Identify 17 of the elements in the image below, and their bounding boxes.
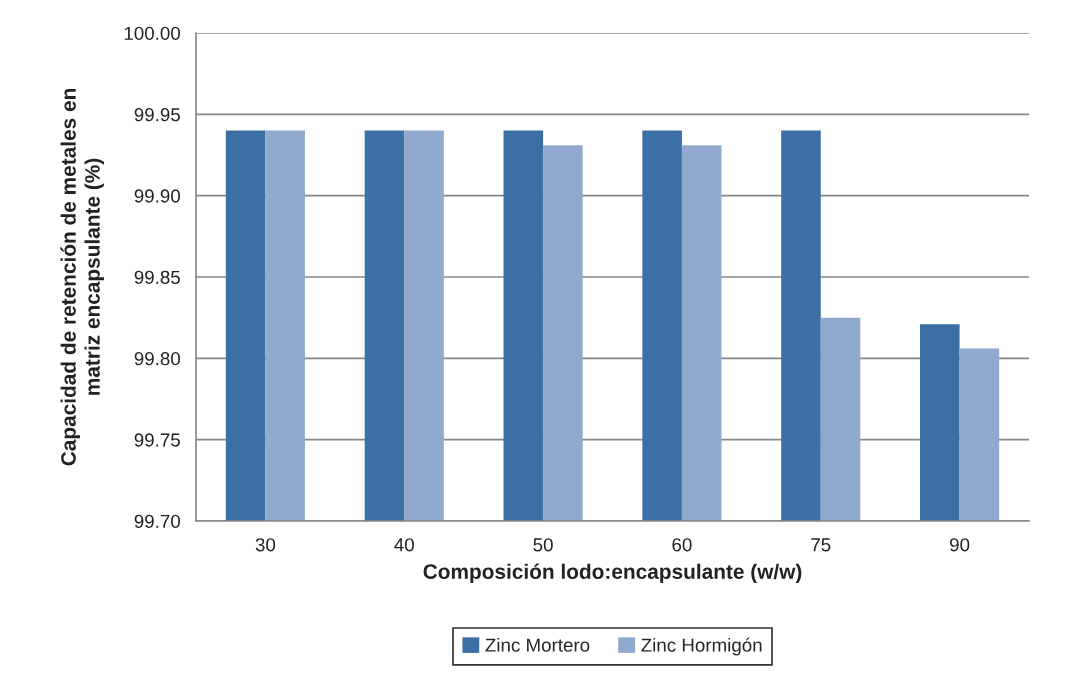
y-tick-label: 99.95 — [134, 108, 180, 122]
x-tick-label: 50 — [533, 538, 553, 552]
y-tick-label: 99.75 — [134, 433, 180, 447]
y-tick-label: 99.70 — [134, 514, 180, 528]
y-tick-label: 99.90 — [134, 189, 180, 203]
y-tick-label: 100.00 — [124, 26, 180, 40]
y-tick-label: 99.85 — [134, 270, 180, 284]
y-tick-label: 99.80 — [134, 352, 180, 366]
x-tick-label: 75 — [811, 538, 831, 552]
x-axis-title: Composición lodo:encapsulante (w/w) — [423, 563, 802, 584]
x-tick-label: 30 — [255, 538, 276, 552]
legend-label: Zinc Mortero — [485, 638, 590, 652]
y-axis-title: Capacidad de retención de metales en matriz encapsulante (%) — [60, 88, 104, 466]
x-tick-label: 90 — [950, 538, 970, 552]
legend-label: Zinc Hormigón — [641, 637, 762, 656]
x-tick-label: 40 — [394, 538, 414, 552]
x-tick-label: 60 — [672, 538, 692, 552]
